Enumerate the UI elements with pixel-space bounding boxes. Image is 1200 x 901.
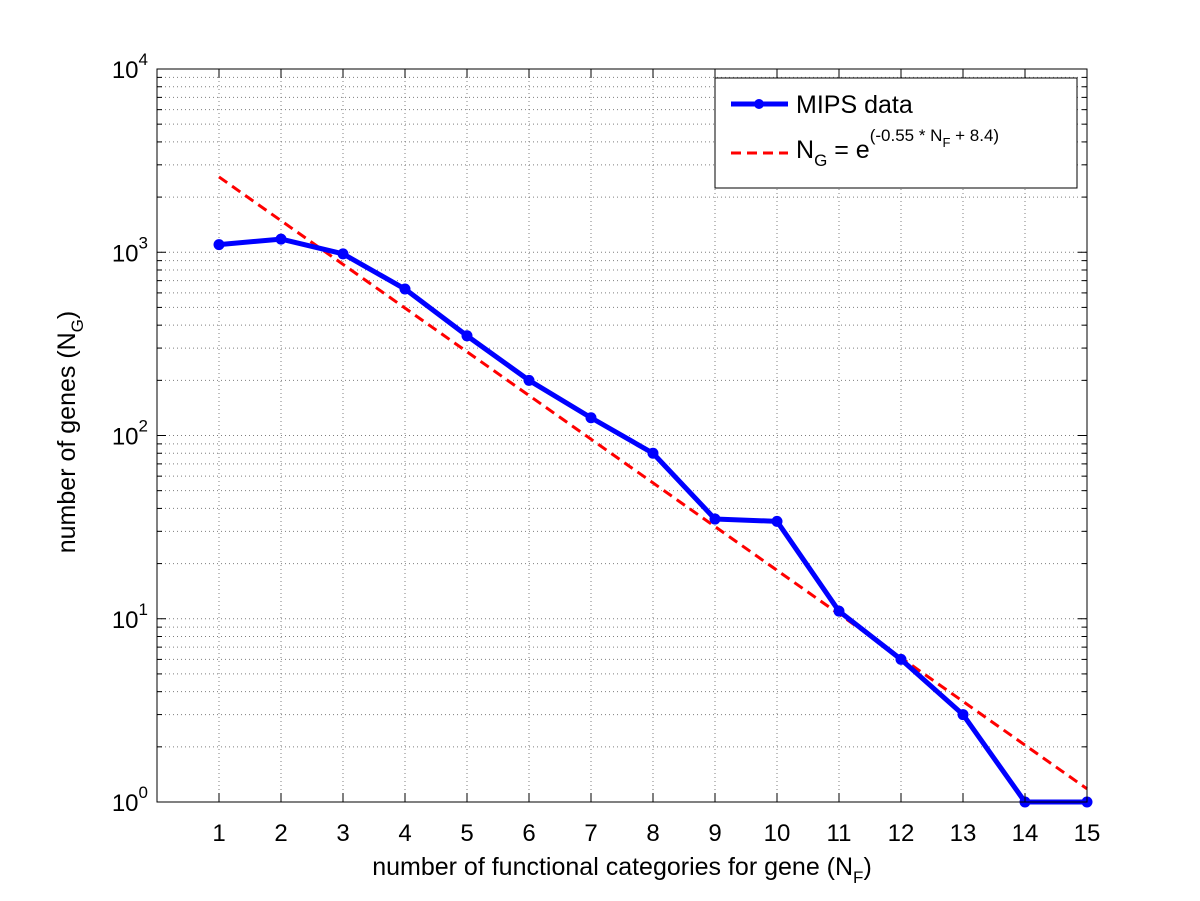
y-tick-label-base: 10: [112, 607, 139, 634]
series-layer: [213, 175, 1093, 808]
x-tick-label: 8: [646, 820, 659, 847]
legend-label-mips-data: MIPS data: [796, 91, 913, 119]
legend-fit-exp-b: + 8.4): [950, 126, 999, 145]
series-mips-data-point: [523, 374, 535, 386]
legend-marker-mips-data: [754, 99, 764, 109]
y-axis-label-close: ): [53, 311, 81, 319]
x-tick-label: 2: [274, 820, 287, 847]
y-tick-label: 100: [112, 783, 148, 817]
x-tick-label: 12: [888, 820, 915, 847]
legend-fit-exp-sub: F: [942, 135, 950, 150]
x-tick-labels: 1 2 3 4 5 6 7 8 9 10 11 12 13 14 15: [212, 820, 1100, 847]
series-fit-line: [218, 175, 1088, 791]
series-mips-data-point: [957, 709, 969, 721]
legend-fit-lead: N: [796, 136, 814, 164]
y-tick-label-base: 10: [112, 790, 139, 817]
legend-fit-mid: = e: [827, 136, 869, 164]
y-tick-label: 102: [112, 417, 148, 451]
y-tick-label-exp: 3: [139, 233, 148, 252]
legend-label-fit: NG = e(-0.55 * NF + 8.4): [796, 126, 999, 170]
y-tick-label: 104: [112, 50, 148, 84]
x-tick-label: 14: [1012, 820, 1039, 847]
y-tick-label-exp: 4: [139, 50, 148, 69]
series-mips-data-point: [585, 412, 597, 424]
y-axis-label-text: number of genes (N: [53, 332, 81, 553]
y-tick-label-base: 10: [112, 57, 139, 84]
ticks: [157, 69, 1088, 803]
x-tick-label: 7: [584, 820, 597, 847]
grid: [157, 69, 1087, 802]
y-tick-label-base: 10: [112, 424, 139, 451]
x-axis-label-text: number of functional categories for gene…: [372, 853, 853, 881]
y-tick-label-exp: 1: [139, 600, 148, 619]
x-tick-label: 4: [398, 820, 411, 847]
y-tick-label: 103: [112, 233, 148, 267]
x-axis-label-close: ): [863, 853, 871, 881]
series-mips-data-point: [337, 248, 349, 260]
x-axis-label: number of functional categories for gene…: [372, 853, 872, 887]
legend-entry-mips-data: MIPS data: [731, 91, 913, 119]
x-tick-label: 15: [1074, 820, 1101, 847]
series-mips-data-point: [275, 233, 287, 245]
x-axis-label-sub: F: [853, 868, 863, 887]
y-axis-label-sub: G: [68, 319, 87, 332]
y-tick-label: 101: [112, 600, 148, 634]
series-mips-data-point: [647, 447, 659, 459]
x-tick-label: 3: [336, 820, 349, 847]
x-tick-label: 1: [212, 820, 225, 847]
series-mips-data-point: [709, 513, 721, 525]
x-tick-label: 5: [460, 820, 473, 847]
legend-entry-fit: NG = e(-0.55 * NF + 8.4): [731, 126, 999, 170]
series-mips-data-point: [771, 515, 783, 527]
series-mips-data-point: [399, 283, 411, 295]
y-tick-label-base: 10: [112, 240, 139, 267]
x-tick-label: 13: [950, 820, 977, 847]
legend-box: [714, 77, 1078, 189]
x-tick-label: 6: [522, 820, 535, 847]
series-mips-data-point: [833, 605, 845, 617]
y-axis-label: number of genes (NG): [53, 311, 87, 554]
x-tick-label: 9: [708, 820, 721, 847]
legend: MIPS data NG = e(-0.55 * NF + 8.4): [714, 77, 1078, 189]
series-mips-data-point: [895, 653, 907, 665]
y-tick-label-exp: 0: [139, 783, 148, 802]
series-mips-data-point: [213, 239, 225, 251]
x-tick-label: 10: [764, 820, 791, 847]
y-tick-label-exp: 2: [139, 417, 148, 436]
legend-fit-exp-a: (-0.55 * N: [870, 126, 943, 145]
x-tick-label: 11: [827, 820, 852, 847]
legend-fit-lead-sub: G: [814, 151, 827, 170]
series-mips-data-point: [461, 330, 473, 342]
